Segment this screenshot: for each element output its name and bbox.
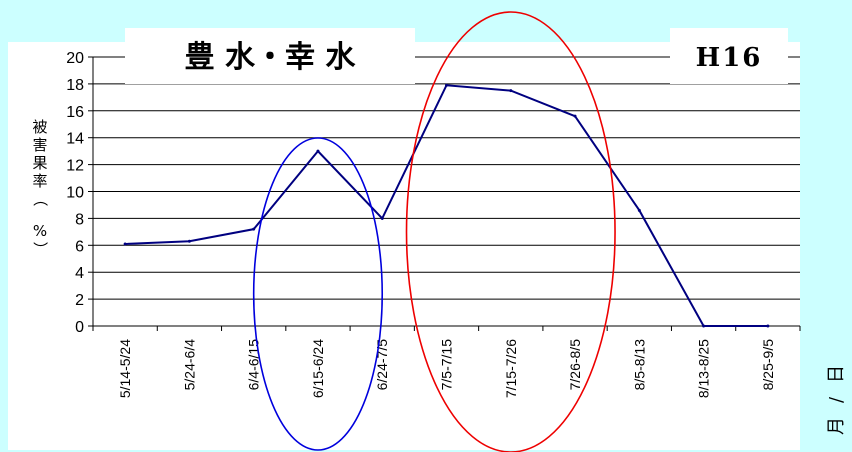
data-point <box>187 239 191 243</box>
red-highlight-ellipse <box>405 11 616 452</box>
x-axis-ticks: 5/14-5/24 5/24-6/4 6/4-6/15 6/15-6/24 6/24-7… <box>92 326 801 398</box>
chart-tag: H16 <box>696 43 763 73</box>
gridlines <box>93 56 800 300</box>
x-tick-label: 8/13-8/25 <box>696 339 712 398</box>
y-axis-label-char: ） <box>31 241 49 256</box>
data-point <box>702 324 706 328</box>
x-tick-label: 8/25-9/5 <box>760 339 776 391</box>
x-tick-label: 6/15-6/24 <box>310 339 326 398</box>
x-axis-label-char: / <box>826 396 847 403</box>
y-axis-ticks: 0 2 4 6 8 10 12 14 16 18 20 <box>66 50 93 336</box>
y-tick-label: 14 <box>66 131 84 148</box>
data-point <box>573 114 577 118</box>
tag-box <box>670 28 788 84</box>
y-tick-label: 8 <box>75 211 84 228</box>
x-tick-label: 5/24-6/4 <box>181 339 197 391</box>
y-axis-label-char: 果 <box>32 154 47 172</box>
data-point <box>766 324 770 328</box>
data-point <box>123 242 127 246</box>
x-axis-label: 月 / 日 <box>826 365 847 435</box>
x-axis-label-char: 月 <box>826 417 847 435</box>
x-tick-label: 7/15-7/26 <box>503 339 519 398</box>
y-tick-label: 20 <box>66 50 84 67</box>
x-tick-label: 6/24-7/5 <box>374 339 390 391</box>
title-box <box>125 28 415 84</box>
x-axis-label-char: 日 <box>826 365 847 383</box>
y-tick-label: 2 <box>75 292 84 309</box>
y-tick-label: 10 <box>66 185 84 202</box>
y-tick-label: 4 <box>75 265 84 282</box>
y-axis-label-char: 害 <box>32 136 47 154</box>
y-axis-label-char: 率 <box>32 172 47 190</box>
chart-area <box>8 12 844 450</box>
y-tick-label: 18 <box>66 77 84 94</box>
data-point <box>380 216 384 220</box>
x-tick-label: 8/5-8/13 <box>631 339 647 391</box>
chart-title: 豊 水・幸 水 <box>185 40 357 75</box>
y-tick-label: 6 <box>75 238 84 255</box>
blue-highlight-ellipse <box>252 137 384 451</box>
y-tick-label: 0 <box>75 319 84 336</box>
y-axis-label-char: % <box>33 222 47 240</box>
data-point <box>252 227 256 231</box>
data-point <box>445 83 448 87</box>
data-point <box>316 149 320 153</box>
data-point <box>509 89 513 93</box>
x-tick-label: 7/26-8/5 <box>567 339 583 391</box>
x-tick-label: 5/14-5/24 <box>117 339 133 398</box>
series-layer <box>123 83 770 328</box>
x-tick-label: 6/4-6/15 <box>246 339 262 391</box>
y-tick-label: 16 <box>66 104 84 121</box>
y-tick-label: 12 <box>66 158 84 175</box>
x-tick-label: 7/5-7/15 <box>439 339 455 391</box>
y-axis-label-char: 被 <box>32 118 47 136</box>
data-point <box>637 208 641 212</box>
y-axis-label-char: （ <box>31 191 49 206</box>
axes <box>92 57 800 327</box>
right-strip <box>800 12 852 452</box>
annotation-layer <box>252 11 616 452</box>
